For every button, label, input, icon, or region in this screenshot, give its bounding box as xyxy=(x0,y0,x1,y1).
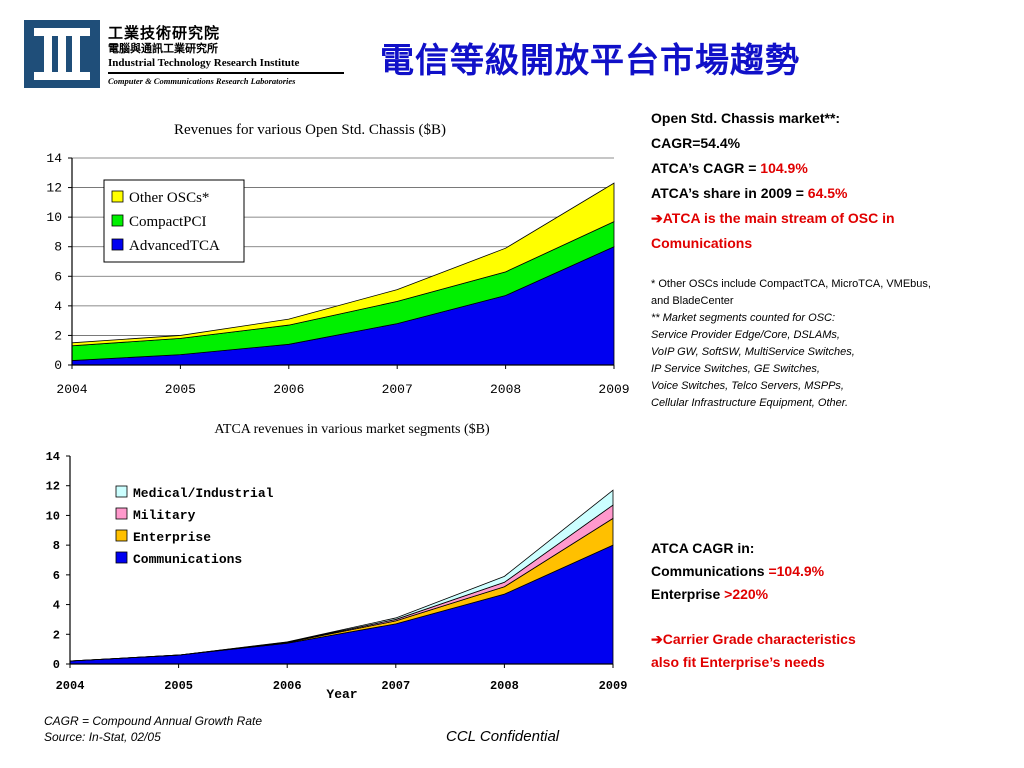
area-series-other-oscs- xyxy=(71,182,615,347)
y-tick-label: 14 xyxy=(46,450,60,464)
confidential-label: CCL Confidential xyxy=(446,728,560,745)
y-tick-label: 14 xyxy=(46,151,62,166)
carrier-text-1: Carrier Grade characteristics xyxy=(662,631,856,647)
legend-swatch xyxy=(115,529,128,542)
logo-english-subtitle: Computer & Communications Research Labor… xyxy=(108,76,296,86)
y-tick-label: 2 xyxy=(53,628,60,642)
note-segments-3: VoIP GW, SoftSW, MultiService Switches, xyxy=(651,346,855,358)
note-segments-1: ** Market segments counted for OSC: xyxy=(651,312,836,324)
y-tick-label: 12 xyxy=(46,480,60,494)
conclusion-line-1: ➔ATCA is the main stream of OSC in xyxy=(651,210,895,227)
comm-value: =104.9% xyxy=(768,563,825,579)
legend-label: CompactPCI xyxy=(129,214,207,230)
note-segments-6: Cellular Infrastructure Equipment, Other… xyxy=(651,397,849,409)
market-heading: Open Std. Chassis market**: xyxy=(651,110,841,126)
arrow-icon: ➔ xyxy=(651,210,663,226)
carrier-line-1: ➔Carrier Grade characteristics xyxy=(651,631,856,648)
y-tick-label: 0 xyxy=(54,358,62,373)
y-tick-label: 12 xyxy=(46,181,62,196)
cagr-definition: CAGR = Compound Annual Growth Rate xyxy=(44,714,262,728)
x-tick-label: 2008 xyxy=(490,679,519,693)
ent-value: >220% xyxy=(724,586,769,602)
note-other-oscs-1: * Other OSCs include CompactTCA, MicroTC… xyxy=(651,278,931,290)
chart-title: ATCA revenues in various market segments… xyxy=(214,422,490,437)
logo-chinese-subtitle: 電腦與通訊工業研究所 xyxy=(108,42,218,55)
legend-label: Medical/Industrial xyxy=(133,486,274,501)
ent-label: Enterprise xyxy=(651,586,725,602)
conclusion-text-1: ATCA is the main stream of OSC in xyxy=(662,210,895,226)
note-segments-5: Voice Switches, Telco Servers, MSPPs, xyxy=(651,380,844,392)
market-cagr: CAGR=54.4% xyxy=(651,135,741,151)
source-note: Source: In-Stat, 02/05 xyxy=(44,730,161,744)
legend-swatch xyxy=(115,551,128,564)
area-series-medical-industrial xyxy=(69,489,614,662)
legend-label: Other OSCs* xyxy=(129,190,209,206)
legend-swatch xyxy=(111,214,124,227)
y-tick-label: 8 xyxy=(54,240,62,255)
atca-share-label: ATCA’s share in 2009 = xyxy=(651,185,808,201)
legend-swatch xyxy=(115,485,128,498)
y-tick-label: 0 xyxy=(53,658,60,672)
chart-legend xyxy=(103,179,245,263)
x-tick-label: 2004 xyxy=(56,382,87,397)
y-tick-label: 6 xyxy=(54,269,62,284)
x-tick-label: 2008 xyxy=(490,382,521,397)
logo-chinese-name: 工業技術研究院 xyxy=(108,24,221,42)
x-tick-label: 2005 xyxy=(165,382,196,397)
arrow-icon: ➔ xyxy=(651,631,663,647)
y-tick-label: 8 xyxy=(53,539,60,553)
x-tick-label: 2006 xyxy=(273,382,304,397)
legend-label: Communications xyxy=(133,552,242,567)
atca-share-value: 64.5% xyxy=(807,185,848,201)
x-tick-label: 2007 xyxy=(381,679,410,693)
atca-cagr: ATCA’s CAGR = 104.9% xyxy=(651,160,808,176)
x-axis-title: Year xyxy=(326,687,357,702)
legend-label: AdvancedTCA xyxy=(129,238,220,254)
note-other-oscs-2: and BladeCenter xyxy=(651,295,734,307)
y-tick-label: 10 xyxy=(46,509,60,523)
conclusion-line-2: Comunications xyxy=(651,235,753,251)
logo-english-name: Industrial Technology Research Institute xyxy=(108,57,300,69)
segment-cagr-comm: Communications =104.9% xyxy=(651,563,824,579)
legend-swatch xyxy=(115,507,128,520)
y-tick-label: 4 xyxy=(53,599,60,613)
note-segments-4: IP Service Switches, GE Switches, xyxy=(651,363,820,375)
carrier-line-2: also fit Enterprise’s needs xyxy=(651,654,825,670)
y-tick-label: 4 xyxy=(54,299,62,314)
atca-share: ATCA’s share in 2009 = 64.5% xyxy=(651,185,848,201)
comm-label: Communications xyxy=(651,563,769,579)
y-tick-label: 6 xyxy=(53,569,60,583)
y-tick-label: 10 xyxy=(46,210,62,225)
note-segments-2: Service Provider Edge/Core, DSLAMs, xyxy=(651,329,840,341)
segment-cagr-heading: ATCA CAGR in: xyxy=(651,540,755,556)
x-tick-label: 2007 xyxy=(382,382,413,397)
x-tick-label: 2009 xyxy=(598,382,629,397)
itri-logo xyxy=(24,20,100,88)
logo-divider xyxy=(108,72,344,74)
page-title: 電信等級開放平台市場趨勢 xyxy=(380,41,800,81)
chart-title: Revenues for various Open Std. Chassis (… xyxy=(174,122,446,138)
x-tick-label: 2006 xyxy=(273,679,302,693)
y-tick-label: 2 xyxy=(54,328,62,343)
chart-legend xyxy=(108,478,300,570)
atca-cagr-value: 104.9% xyxy=(760,160,808,176)
legend-label: Military xyxy=(133,508,196,523)
segment-cagr-ent: Enterprise >220% xyxy=(651,586,768,602)
legend-swatch xyxy=(111,190,124,203)
x-tick-label: 2004 xyxy=(56,679,85,693)
legend-swatch xyxy=(111,238,124,251)
x-tick-label: 2005 xyxy=(164,679,193,693)
atca-cagr-label: ATCA’s CAGR = xyxy=(651,160,761,176)
legend-label: Enterprise xyxy=(133,530,211,545)
x-tick-label: 2009 xyxy=(599,679,628,693)
